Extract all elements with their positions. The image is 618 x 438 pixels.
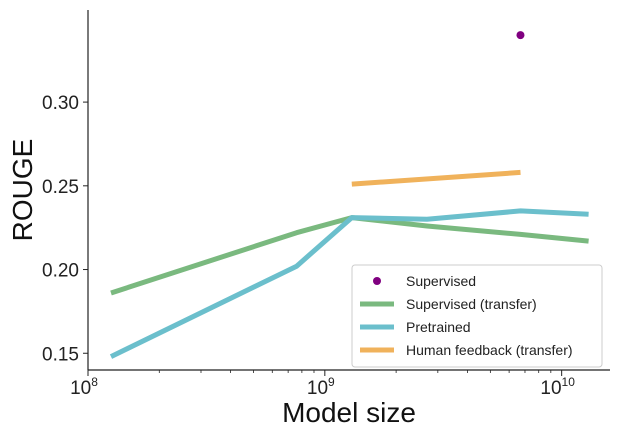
- legend: Supervised Supervised (transfer) Pretraine…: [351, 264, 603, 368]
- series-line-supervised-transfer: [110, 215, 589, 296]
- x-tick-label: 1010: [540, 375, 575, 399]
- y-axis-title: ROUGE: [7, 139, 38, 242]
- y-tick-label: 0.25: [42, 177, 79, 198]
- plot-series-group: [109, 31, 589, 359]
- legend-swatch-supervised: [373, 277, 381, 285]
- legend-label-pretrained: Pretrained: [406, 319, 471, 335]
- series-line-human-feedback-transfer: [351, 169, 521, 187]
- y-tick-label: 0.30: [42, 93, 79, 114]
- x-axis-title: Model size: [282, 397, 416, 428]
- y-tick-label: 0.15: [42, 344, 79, 365]
- x-tick-label: 108: [70, 375, 98, 399]
- ticks-group: 0.15 0.20 0.25 0.30 108 109 1010: [42, 93, 575, 399]
- series-line-pretrained: [109, 208, 589, 359]
- axes-group: [87, 10, 610, 371]
- legend-box: [351, 264, 603, 368]
- legend-label-supervised-transfer: Supervised (transfer): [406, 296, 537, 312]
- data-point-supervised: [516, 31, 525, 40]
- y-tick-label: 0.20: [42, 261, 79, 282]
- x-tick-label: 109: [307, 375, 335, 399]
- legend-label-supervised: Supervised: [406, 273, 476, 289]
- legend-label-human-feedback-transfer: Human feedback (transfer): [406, 342, 573, 358]
